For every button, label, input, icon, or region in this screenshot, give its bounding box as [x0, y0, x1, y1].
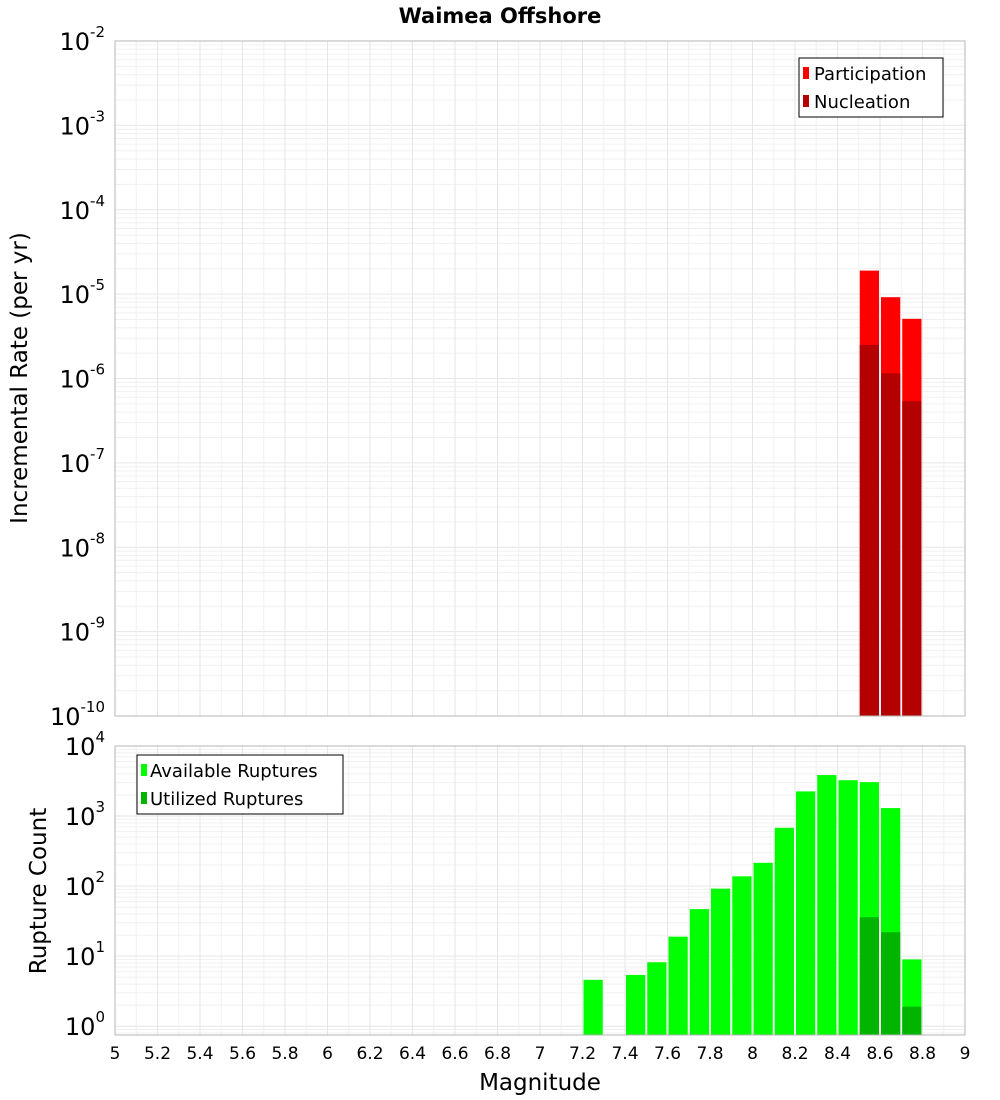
count-plot-border — [114, 745, 966, 1036]
count-legend-box — [136, 754, 344, 815]
rate-bars — [859, 270, 922, 716]
x-tick-label: 8.4 — [824, 1044, 851, 1064]
x-tick-label: 7.2 — [569, 1044, 596, 1064]
legend-participation-label: Participation — [814, 64, 926, 85]
count-y-tick-label: 100 — [65, 1008, 105, 1041]
count-y-tick-label: 104 — [65, 728, 105, 761]
x-tick-label: 5.6 — [229, 1044, 256, 1064]
count-bar-available-ruptures — [838, 780, 858, 1035]
x-tick-label: 8.6 — [866, 1044, 893, 1064]
rate-legend-box — [798, 57, 944, 118]
legend-nucleation-swatch — [803, 95, 809, 107]
count-bar-available-ruptures — [668, 936, 688, 1035]
rate-y-axis-title: Incremental Rate (per yr) — [7, 232, 33, 524]
x-tick-label: 5.4 — [186, 1044, 213, 1064]
rate-y-tick-label: 10-8 — [59, 529, 105, 562]
x-tick-label: 6.4 — [399, 1044, 426, 1064]
x-tick-label: 7.6 — [654, 1044, 681, 1064]
rate-y-tick-label: 10-3 — [59, 107, 105, 140]
legend-utilized-label: Utilized Ruptures — [150, 789, 303, 810]
rate-plot-border — [114, 40, 966, 717]
x-tick-label: 6 — [322, 1044, 333, 1064]
rate-grid — [114, 40, 966, 717]
x-tick-label: 6.2 — [356, 1044, 383, 1064]
count-panel: 100 101 102 103 104 5 5.2 5.4 5.6 5.8 6 6.2 6.4 6.6 6… — [26, 728, 970, 1096]
x-tick-label: 8.2 — [781, 1044, 808, 1064]
count-bar-available-ruptures — [753, 862, 773, 1035]
x-tick-label: 9 — [960, 1044, 971, 1064]
x-ticks: 5 5.2 5.4 5.6 5.8 6 6.2 6.4 6.6 6.8 7 7.2 7.4 7.6 7.8 8… — [110, 1044, 971, 1064]
rate-y-tick-label: 10-5 — [59, 276, 105, 309]
count-bar-available-ruptures — [647, 962, 667, 1035]
x-tick-label: 5.2 — [144, 1044, 171, 1064]
count-bar-available-ruptures — [711, 888, 731, 1035]
rate-legend: Participation Nucleation — [798, 57, 944, 118]
rate-y-tick-label: 10-10 — [50, 698, 105, 731]
x-tick-label: 7.4 — [611, 1044, 638, 1064]
legend-available-label: Available Ruptures — [150, 761, 318, 782]
count-bars — [583, 775, 922, 1035]
rate-y-tick-label: 10-9 — [59, 614, 105, 647]
x-tick-label: 5 — [110, 1044, 121, 1064]
rate-y-tick-label: 10-7 — [59, 445, 105, 478]
count-bar-available-ruptures — [774, 827, 794, 1035]
count-bar-available-ruptures — [732, 876, 752, 1035]
count-bar-available-ruptures — [583, 979, 603, 1035]
count-legend: Available Ruptures Utilized Ruptures — [136, 754, 344, 815]
count-y-ticks: 100 101 102 103 104 — [65, 728, 105, 1041]
x-tick-label: 6.6 — [441, 1044, 468, 1064]
x-axis-title: Magnitude — [479, 1070, 601, 1096]
count-bar-available-ruptures — [689, 909, 709, 1035]
count-y-axis-title: Rupture Count — [26, 808, 52, 974]
legend-utilized-swatch — [141, 792, 147, 804]
rate-bar-nucleation — [859, 344, 879, 716]
rate-y-tick-label: 10-6 — [59, 361, 105, 394]
count-y-tick-label: 101 — [65, 938, 105, 971]
count-y-tick-label: 102 — [65, 868, 105, 901]
rate-bar-nucleation — [881, 373, 901, 716]
chart-title: Waimea Offshore — [399, 4, 602, 28]
x-tick-label: 7 — [535, 1044, 546, 1064]
x-tick-label: 6.8 — [484, 1044, 511, 1064]
count-bar-available-ruptures — [626, 974, 646, 1035]
rate-bar-nucleation — [902, 401, 922, 716]
rate-y-ticks: 10-10 10-9 10-8 10-7 10-6 10-5 10-4 10-3 10-2 — [50, 23, 105, 731]
rate-panel: 10-10 10-9 10-8 10-7 10-6 10-5 10-4 10-3 10-2 In… — [7, 23, 966, 731]
legend-available-swatch — [141, 764, 147, 776]
count-bar-utilized-ruptures — [881, 932, 901, 1035]
x-tick-label: 7.8 — [696, 1044, 723, 1064]
count-y-tick-label: 103 — [65, 798, 105, 831]
x-tick-label: 8 — [747, 1044, 758, 1064]
x-tick-label: 8.8 — [909, 1044, 936, 1064]
rate-y-tick-label: 10-4 — [59, 192, 105, 225]
rate-y-tick-label: 10-2 — [59, 23, 105, 56]
count-bar-utilized-ruptures — [902, 1006, 922, 1035]
count-bar-available-ruptures — [796, 791, 816, 1035]
count-bar-available-ruptures — [817, 775, 837, 1035]
legend-participation-swatch — [803, 67, 809, 79]
legend-nucleation-label: Nucleation — [814, 92, 910, 113]
count-bar-utilized-ruptures — [859, 917, 879, 1035]
x-tick-label: 5.8 — [271, 1044, 298, 1064]
